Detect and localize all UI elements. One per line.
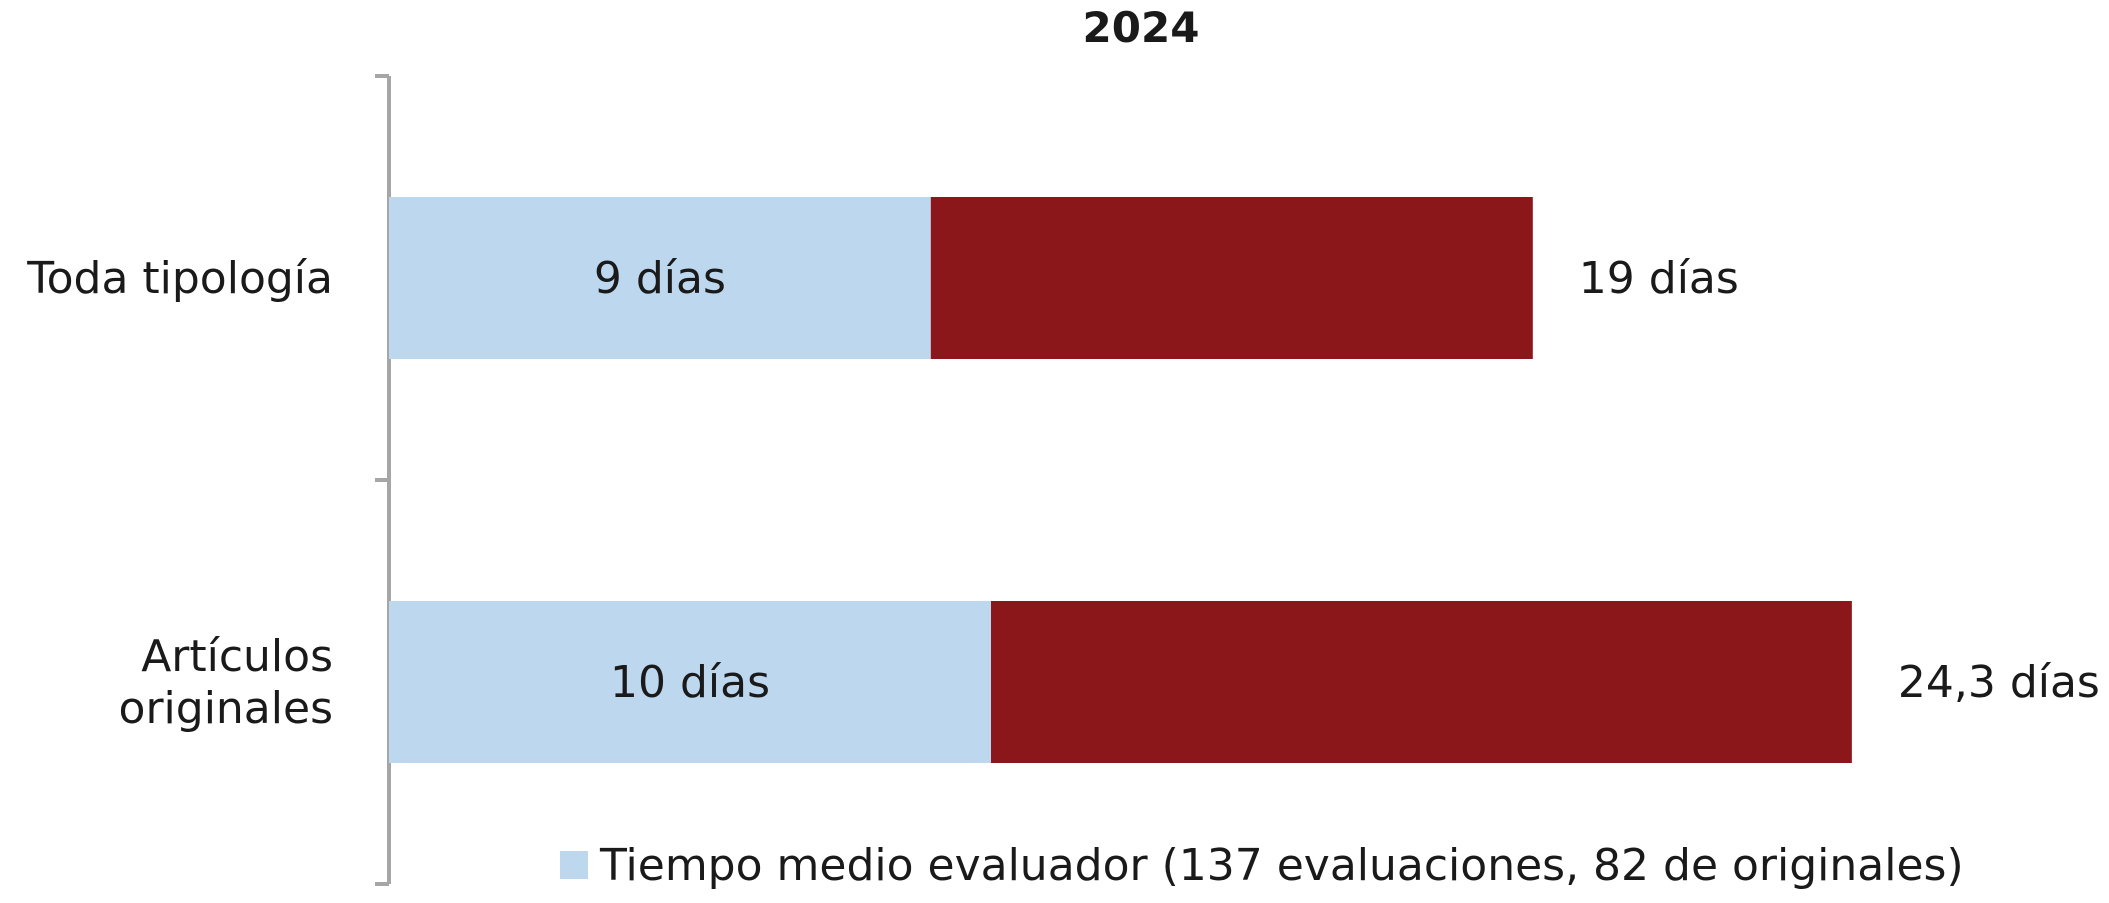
legend-swatch [560,851,588,879]
data-label: 10 días [610,657,770,708]
category-label: Toda tipología [26,253,333,304]
category-labels: Toda tipología Artículos originales [26,253,333,734]
bar-segment [389,197,931,359]
bar-segment [930,197,1533,359]
total-label: 19 días [1579,253,1739,304]
category-label: Artículos originales [119,631,333,734]
legend-label: Tiempo medio evaluador (137 evaluaciones… [599,840,1964,891]
category-axis [375,74,391,886]
bar-segment [991,601,1852,763]
legend: Tiempo medio evaluador (137 evaluaciones… [560,840,1964,891]
data-label: 9 días [594,253,726,304]
bars [389,197,1852,763]
chart-title: 2024 [1083,3,1200,52]
total-label: 24,3 días [1898,657,2100,708]
bar-segment [389,601,991,763]
data-labels: 9 días 19 días 10 días 24,3 días [594,253,2100,708]
